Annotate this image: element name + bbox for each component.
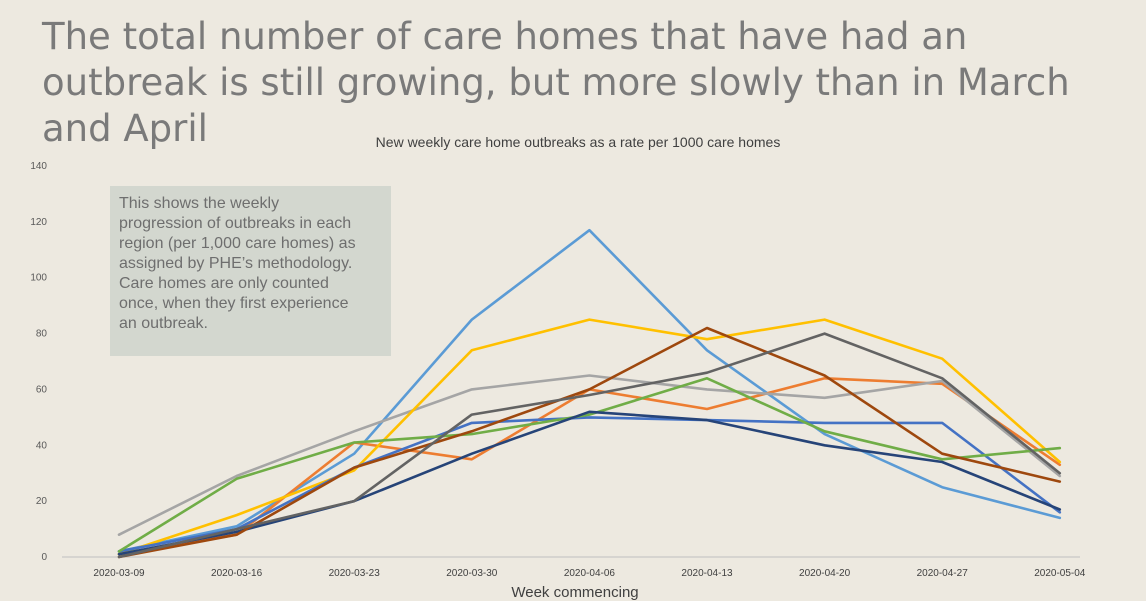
headline: The total number of care homes that have… (42, 15, 1070, 150)
x-tick-label: 2020-03-09 (93, 568, 145, 579)
y-tick-label: 40 (36, 440, 48, 451)
series-lines (117, 228, 1062, 559)
series-line-3 (117, 374, 1062, 537)
x-tick-label: 2020-05-04 (1034, 568, 1086, 579)
x-axis-label: Week commencing (511, 584, 638, 601)
y-tick-label: 20 (36, 496, 48, 507)
series-line-8 (117, 326, 1062, 559)
series-line-4 (117, 318, 1062, 556)
x-axis: 2020-03-09 2020-03-16 2020-03-23 2020-03-30… (93, 568, 1085, 579)
series-line-6 (117, 376, 1062, 553)
series-line-9 (117, 332, 1062, 559)
series-line-1 (117, 228, 1062, 553)
x-tick-label: 2020-04-06 (564, 568, 616, 579)
x-tick-label: 2020-03-16 (211, 568, 263, 579)
x-tick-label: 2020-04-27 (917, 568, 969, 579)
y-tick-label: 140 (30, 161, 47, 172)
y-tick-label: 0 (41, 552, 47, 563)
annotation-note: This shows the weekly progression of out… (110, 186, 391, 356)
y-tick-label: 100 (30, 273, 47, 284)
x-tick-label: 2020-04-20 (799, 568, 851, 579)
y-tick-label: 60 (36, 384, 48, 395)
series-line-7 (117, 410, 1062, 556)
series-line-5 (117, 416, 1062, 553)
x-tick-label: 2020-04-13 (681, 568, 733, 579)
y-axis: 0 20 40 60 80 100 120 140 (30, 161, 47, 563)
y-tick-label: 120 (30, 217, 47, 228)
chart-title: New weekly care home outbreaks as a rate… (376, 134, 781, 150)
x-tick-label: 2020-03-30 (446, 568, 498, 579)
y-tick-label: 80 (36, 329, 48, 340)
x-tick-label: 2020-03-23 (329, 568, 381, 579)
